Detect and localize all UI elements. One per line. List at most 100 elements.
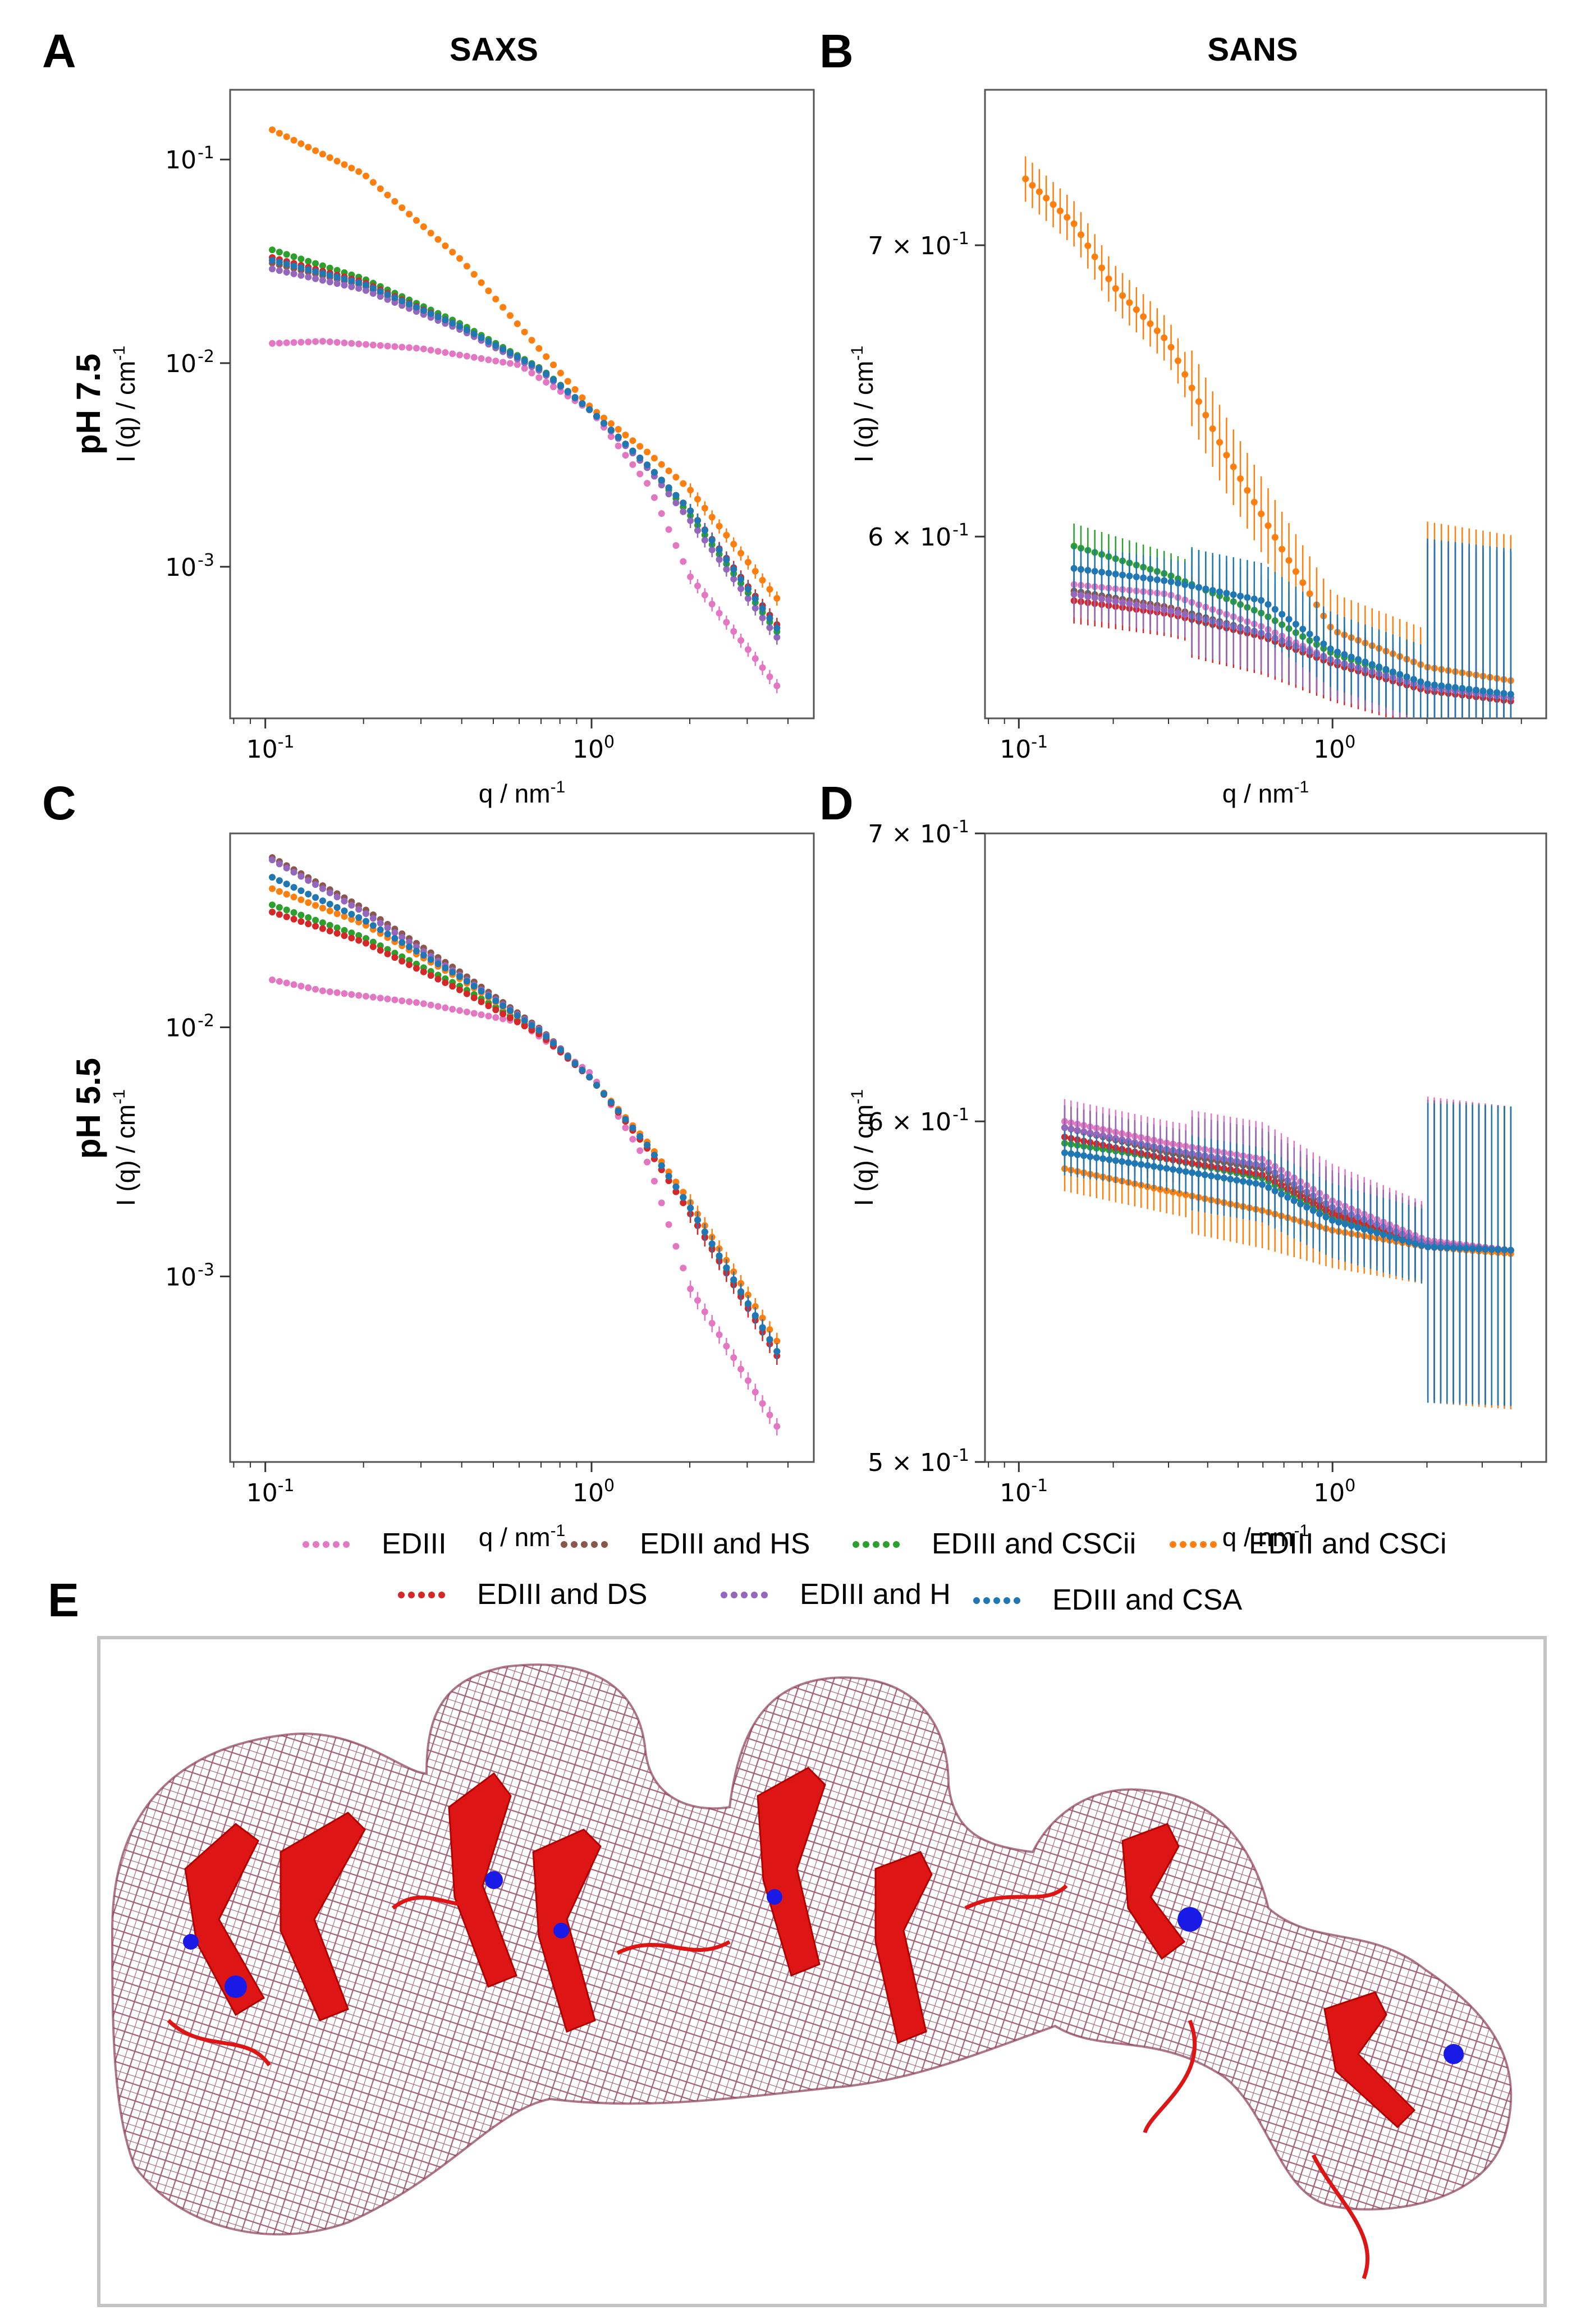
data-point [644, 461, 651, 469]
data-point [348, 991, 355, 998]
data-point [283, 906, 290, 914]
data-point [355, 906, 363, 913]
data-point [369, 993, 377, 1001]
data-point [1091, 594, 1098, 602]
data-point [1297, 1200, 1304, 1208]
data-point [730, 566, 737, 573]
data-point [759, 1324, 766, 1331]
data-point [456, 351, 464, 359]
x-tick-label: 10-1 [1000, 732, 1048, 764]
data-point [773, 634, 781, 641]
data-point [269, 246, 276, 254]
data-point [348, 934, 355, 942]
data-point [680, 1199, 687, 1207]
data-point [1174, 357, 1181, 364]
data-point [413, 947, 420, 955]
legend-swatch-dot [323, 1541, 329, 1548]
data-point [607, 427, 615, 434]
y-tick-label: 10-1 [165, 143, 214, 175]
data-point [391, 343, 398, 350]
data-point [427, 1001, 434, 1009]
legend-swatch-dot [1200, 1541, 1207, 1548]
data-point [269, 976, 276, 983]
data-point [283, 891, 290, 898]
data-point [427, 972, 434, 979]
data-point [1084, 242, 1092, 249]
data-point [1341, 651, 1348, 658]
data-point [1284, 1194, 1291, 1201]
data-point [680, 499, 687, 507]
x-tick-label: 100 [572, 732, 615, 764]
data-point [1119, 599, 1126, 606]
series-ediii-and-h [269, 265, 781, 645]
data-point [276, 860, 283, 868]
legend-swatch-dot [853, 1541, 859, 1548]
data-point [759, 1400, 766, 1407]
data-point [773, 1423, 781, 1430]
y-tick-label: 6 × 10-1 [868, 1105, 969, 1136]
data-point [658, 1162, 665, 1170]
data-point [1157, 1164, 1164, 1171]
data-point [1087, 1129, 1094, 1136]
data-point [1265, 1184, 1272, 1191]
data-point [377, 919, 384, 927]
data-point [1163, 1165, 1170, 1172]
data-point [500, 1015, 507, 1023]
data-point [290, 884, 297, 891]
data-point [680, 1264, 687, 1272]
data-point [391, 929, 398, 936]
data-point [1099, 1155, 1107, 1162]
data-point [312, 338, 319, 345]
data-point [427, 310, 434, 317]
data-point [1105, 570, 1112, 577]
data-point [1061, 1149, 1068, 1157]
data-point [672, 499, 680, 506]
legend-label: EDIII and CSA [1052, 1584, 1242, 1616]
data-point [1479, 687, 1487, 694]
data-point [615, 442, 622, 450]
data-point [766, 1326, 773, 1333]
data-point [1133, 573, 1140, 580]
data-point [708, 537, 716, 544]
data-point [326, 338, 333, 346]
data-point [442, 964, 449, 971]
data-point [737, 549, 745, 557]
data-point [521, 1023, 528, 1030]
data-point [391, 294, 398, 301]
data-point [463, 327, 470, 334]
data-point [1348, 653, 1355, 661]
data-point [434, 975, 442, 983]
data-point [398, 204, 406, 212]
data-point [305, 920, 312, 928]
data-point [1201, 1171, 1208, 1179]
data-point [434, 236, 442, 243]
data-point [290, 253, 297, 260]
data-point [1181, 611, 1189, 618]
legend-swatch-dot [1180, 1541, 1186, 1548]
data-point [1437, 1244, 1444, 1251]
data-point [658, 510, 665, 517]
data-point [377, 342, 384, 349]
data-point [1271, 534, 1279, 541]
data-point [1202, 411, 1209, 419]
data-point [384, 342, 391, 350]
data-point [355, 914, 363, 921]
legend-swatch-dot [418, 1592, 425, 1598]
data-point [550, 1039, 557, 1047]
data-point [391, 996, 398, 1003]
data-point [1278, 1190, 1285, 1198]
data-point [312, 916, 319, 924]
legend-swatch-dot [438, 1592, 445, 1598]
data-point [629, 1124, 636, 1131]
data-point [290, 915, 297, 923]
data-point [406, 961, 413, 968]
data-point [1463, 1245, 1470, 1252]
legend-swatch-dot [721, 1592, 727, 1598]
data-point [1285, 616, 1293, 623]
data-point [701, 537, 708, 544]
data-point [297, 272, 305, 279]
data-point [377, 185, 384, 192]
data-point [449, 969, 456, 976]
series-ediii-and-csci [269, 126, 781, 606]
data-point [1084, 593, 1092, 601]
